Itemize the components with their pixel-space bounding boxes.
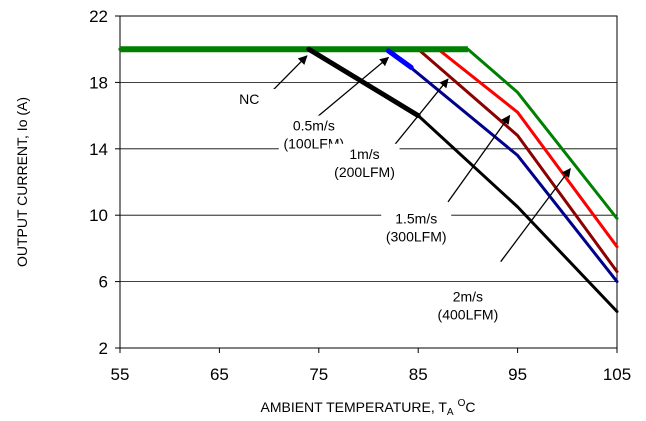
x-axis-title-unit: C [465,399,475,415]
x-tick-label: 55 [111,365,130,384]
annotation-label-bg [329,143,400,182]
nc-heavy-segment [306,46,421,119]
y-axis-title: OUTPUT CURRENT, Io (A) [14,97,30,267]
annotation-label-4: (300LFM) [386,229,447,245]
y-tick-label: 14 [89,140,108,159]
x-tick-label: 85 [409,365,428,384]
annotation-label-2: (100LFM) [283,136,344,152]
x-tick-label: 65 [210,365,229,384]
x-tick-label: 95 [508,365,527,384]
annotation-label-bg [381,208,452,247]
y-tick-label: 2 [99,339,108,358]
y-tick-label: 22 [89,7,108,26]
x-axis-title-superscript: O [458,398,466,409]
annotation-label-3: 1m/s [349,146,379,162]
annotation-arrow-2 [308,56,390,125]
y-tick-labels: 2 6 10 14 18 22 [89,7,120,358]
x-tick-label: 105 [603,365,631,384]
annotation-label-5: (400LFM) [438,307,499,323]
annotation-label-4: 1.5m/s [395,211,437,227]
annotation-arrow-1 [268,55,308,95]
annotation-label-bg [214,88,285,109]
x-axis-title-subscript: A [447,407,454,418]
annotation-arrow-5 [500,167,571,263]
annotation-label-1: NC [239,91,259,107]
x-axis-title: AMBIENT TEMPERATURE, TAOC [260,398,475,418]
y-tick-label: 10 [89,206,108,225]
x-tick-label: 75 [309,365,328,384]
annotation-label-bg [432,286,503,325]
plot-area [119,15,618,349]
y-tick-label: 18 [89,73,108,92]
y-tick-label: 6 [99,273,108,292]
x-tick-labels: 55 65 75 85 95 105 [111,348,631,384]
annotation-label-2: 0.5m/s [293,118,335,134]
x-axis-title-main: AMBIENT TEMPERATURE, T [260,399,447,415]
annotations: NC 0.5m/s (100LFM) 1m/s (200LFM) 1.5m/s (300LF… [214,55,571,325]
annotation-label-5: 2m/s [453,289,483,305]
annotation-label-3: (200LFM) [334,164,395,180]
half-ms-heavy-segment [385,48,414,70]
annotation-arrow-4 [447,114,511,203]
